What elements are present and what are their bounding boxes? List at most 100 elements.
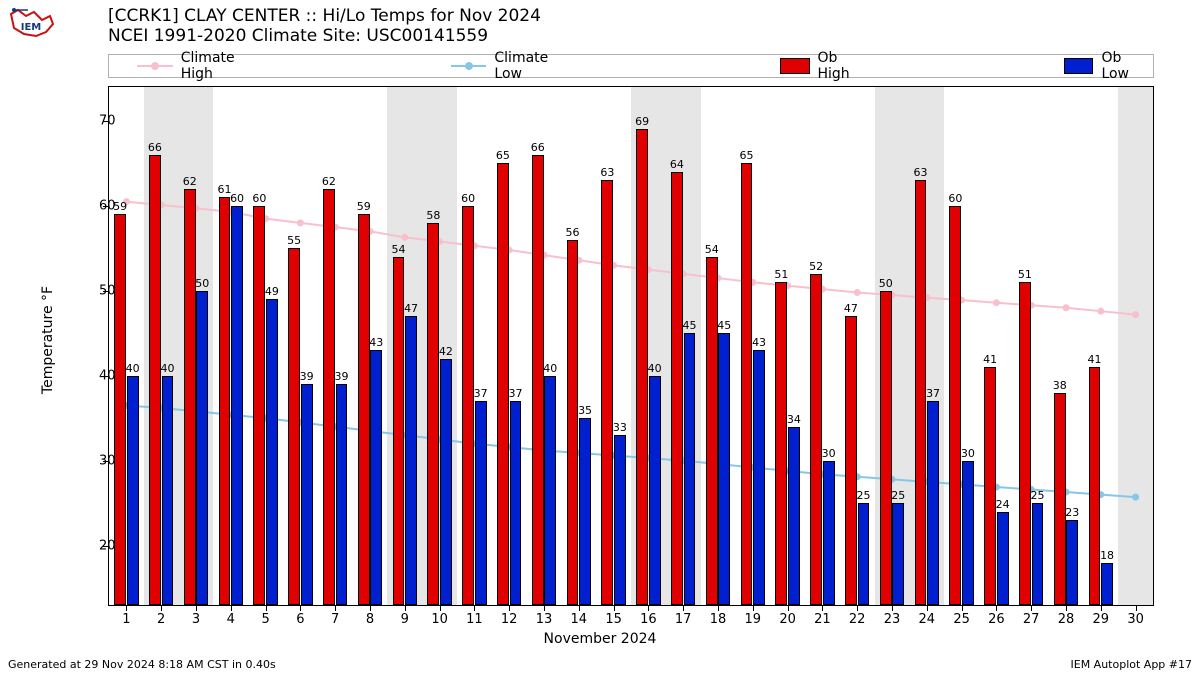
bar-ob-high bbox=[497, 163, 509, 605]
x-axis-label: November 2024 bbox=[0, 631, 1200, 647]
bar-label-ob-low: 42 bbox=[439, 345, 453, 358]
x-tick-label: 13 bbox=[536, 612, 553, 627]
bar-ob-high bbox=[949, 206, 961, 605]
bar-label-ob-low: 34 bbox=[787, 413, 801, 426]
bar-label-ob-low: 43 bbox=[369, 336, 383, 349]
bar-label-ob-low: 50 bbox=[195, 277, 209, 290]
bar-label-ob-low: 37 bbox=[474, 387, 488, 400]
bar-label-ob-low: 24 bbox=[996, 498, 1010, 511]
x-tick bbox=[126, 605, 127, 611]
x-tick-label: 4 bbox=[227, 612, 235, 627]
bar-label-ob-low: 43 bbox=[752, 336, 766, 349]
bar-ob-high bbox=[1019, 282, 1031, 605]
bar-ob-high bbox=[114, 214, 126, 605]
bar-ob-high bbox=[845, 316, 857, 605]
legend-line-icon bbox=[451, 65, 487, 67]
bar-label-ob-low: 49 bbox=[265, 285, 279, 298]
x-tick-label: 3 bbox=[192, 612, 200, 627]
x-tick-label: 14 bbox=[571, 612, 588, 627]
bar-ob-high bbox=[1054, 393, 1066, 605]
x-tick-label: 30 bbox=[1127, 612, 1144, 627]
bar-label-ob-high: 62 bbox=[322, 175, 336, 188]
bar-ob-high bbox=[567, 240, 579, 605]
bar-ob-low bbox=[579, 418, 591, 605]
bar-ob-low bbox=[718, 333, 730, 605]
bar-label-ob-high: 60 bbox=[461, 192, 475, 205]
svg-text:IEM: IEM bbox=[21, 22, 42, 33]
x-tick bbox=[405, 605, 406, 611]
bar-ob-low bbox=[684, 333, 696, 605]
x-tick bbox=[962, 605, 963, 611]
y-axis-label: Temperature °F bbox=[40, 286, 56, 394]
x-tick-label: 9 bbox=[401, 612, 409, 627]
x-tick bbox=[509, 605, 510, 611]
bar-label-ob-low: 25 bbox=[1030, 489, 1044, 502]
bar-label-ob-low: 37 bbox=[926, 387, 940, 400]
x-tick-label: 7 bbox=[331, 612, 339, 627]
legend-label: Climate High bbox=[181, 50, 271, 82]
x-tick bbox=[1136, 605, 1137, 611]
bar-label-ob-low: 47 bbox=[404, 302, 418, 315]
title-line-2: NCEI 1991-2020 Climate Site: USC00141559 bbox=[108, 26, 541, 46]
bar-ob-low bbox=[962, 461, 974, 605]
legend-label: Ob Low bbox=[1101, 50, 1153, 82]
bar-ob-low bbox=[440, 359, 452, 605]
x-tick bbox=[892, 605, 893, 611]
bar-label-ob-low: 30 bbox=[822, 447, 836, 460]
footer-right: IEM Autoplot App #17 bbox=[1071, 658, 1193, 671]
x-tick bbox=[614, 605, 615, 611]
x-tick bbox=[544, 605, 545, 611]
bar-label-ob-low: 39 bbox=[300, 370, 314, 383]
bar-label-ob-high: 54 bbox=[705, 243, 719, 256]
x-tick-label: 22 bbox=[849, 612, 866, 627]
legend-climate-low: Climate Low bbox=[451, 50, 580, 82]
x-tick-label: 18 bbox=[710, 612, 727, 627]
bar-label-ob-low: 40 bbox=[160, 362, 174, 375]
bar-ob-low bbox=[370, 350, 382, 605]
legend-swatch-icon bbox=[780, 58, 810, 74]
x-tick bbox=[231, 605, 232, 611]
marker-climate-high bbox=[993, 299, 1000, 306]
bar-ob-low bbox=[753, 350, 765, 605]
bar-ob-low bbox=[475, 401, 487, 605]
bar-ob-high bbox=[427, 223, 439, 605]
bar-ob-low bbox=[196, 291, 208, 605]
bar-ob-high bbox=[810, 274, 822, 605]
bar-ob-low bbox=[858, 503, 870, 605]
x-tick bbox=[579, 605, 580, 611]
marker-climate-high bbox=[1063, 304, 1070, 311]
x-tick bbox=[1031, 605, 1032, 611]
bar-label-ob-low: 60 bbox=[230, 192, 244, 205]
bar-ob-high bbox=[532, 155, 544, 605]
x-tick-label: 27 bbox=[1023, 612, 1040, 627]
bar-ob-high bbox=[741, 163, 753, 605]
bar-ob-high bbox=[219, 197, 231, 605]
x-tick bbox=[161, 605, 162, 611]
x-tick bbox=[683, 605, 684, 611]
bar-ob-high bbox=[393, 257, 405, 605]
bar-label-ob-low: 40 bbox=[648, 362, 662, 375]
bar-ob-low bbox=[892, 503, 904, 605]
bar-ob-high bbox=[1089, 367, 1101, 605]
x-tick-label: 2 bbox=[157, 612, 165, 627]
legend-label: Ob High bbox=[818, 50, 874, 82]
x-tick bbox=[440, 605, 441, 611]
legend-dot-icon bbox=[465, 62, 473, 70]
x-tick bbox=[927, 605, 928, 611]
bar-ob-low bbox=[162, 376, 174, 605]
bar-ob-high bbox=[462, 206, 474, 605]
bar-label-ob-low: 45 bbox=[717, 319, 731, 332]
bar-label-ob-high: 59 bbox=[113, 200, 127, 213]
bar-ob-high bbox=[601, 180, 613, 605]
legend-swatch-icon bbox=[1064, 58, 1094, 74]
x-tick bbox=[196, 605, 197, 611]
title-line-1: [CCRK1] CLAY CENTER :: Hi/Lo Temps for N… bbox=[108, 6, 541, 26]
legend-ob-low: Ob Low bbox=[1064, 50, 1153, 82]
bar-label-ob-low: 35 bbox=[578, 404, 592, 417]
marker-climate-high bbox=[297, 219, 304, 226]
bar-label-ob-high: 51 bbox=[774, 268, 788, 281]
x-tick bbox=[1101, 605, 1102, 611]
bar-ob-low bbox=[997, 512, 1009, 605]
bar-label-ob-low: 45 bbox=[682, 319, 696, 332]
bar-label-ob-high: 69 bbox=[635, 115, 649, 128]
